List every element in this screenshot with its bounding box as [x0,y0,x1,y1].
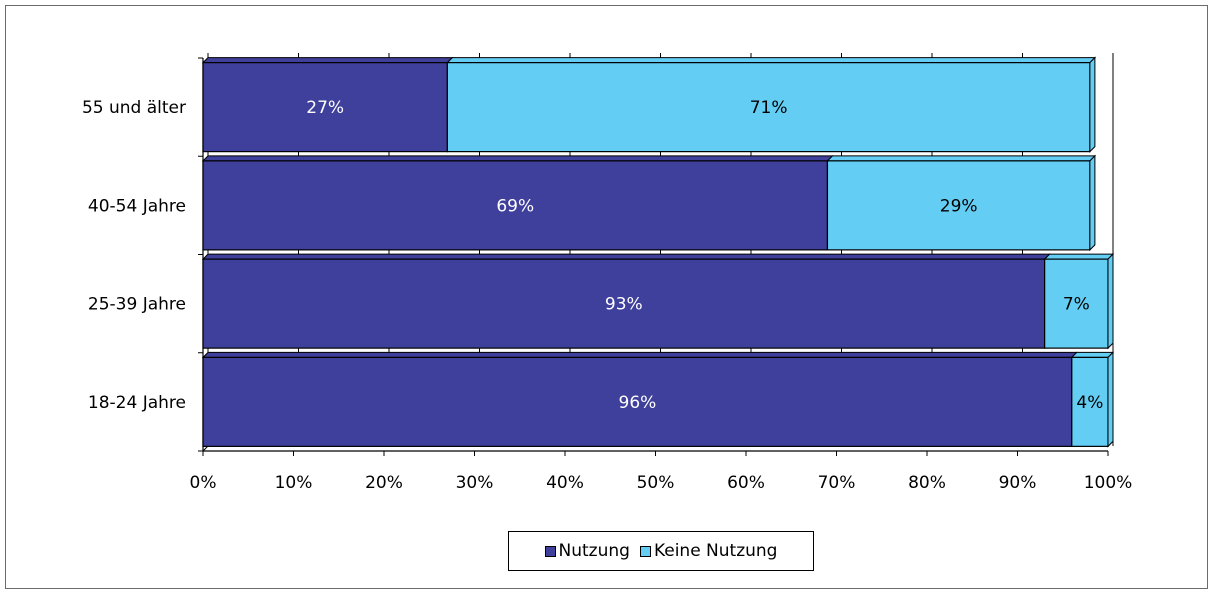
category-label: 55 und älter [82,98,186,118]
bars [201,56,1115,448]
data-label: 29% [940,196,978,216]
data-label: 71% [750,98,788,118]
legend-item-nutzung: Nutzung [544,541,630,561]
x-tick-label: 60% [727,473,765,493]
x-tick-label: 30% [456,473,494,493]
bar-nutzung-25-39-jahre [202,258,1046,349]
x-tick-label: 100% [1084,473,1133,493]
x-tick-label: 50% [637,473,675,493]
legend: Nutzung Keine Nutzung [508,531,814,571]
x-tick-label: 0% [190,473,217,493]
x-tick-label: 70% [818,473,856,493]
bar-side [1089,56,1096,153]
x-tick-label: 90% [999,473,1037,493]
data-label: 4% [1076,393,1103,413]
bar-top [1070,351,1115,358]
legend-swatch-nutzung [544,545,556,557]
legend-label-nutzung: Nutzung [558,541,630,561]
bar-top [201,351,1079,358]
x-tick-label: 20% [365,473,403,493]
bar-top [1043,253,1115,260]
bar-nutzung-40-54-jahre [202,160,829,251]
data-label: 93% [605,295,643,315]
legend-item-keine-nutzung: Keine Nutzung [639,541,778,561]
data-label: 96% [619,393,657,413]
x-tick-label: 10% [275,473,313,493]
x-tick-label: 80% [908,473,946,493]
category-label: 40-54 Jahre [88,196,186,216]
category-label: 18-24 Jahre [88,393,186,413]
data-label: 69% [496,196,534,216]
data-label: 7% [1063,295,1090,315]
bar-top [201,57,454,64]
bar-keine-nutzung-55-und-lter [446,62,1091,153]
legend-label-keine-nutzung: Keine Nutzung [653,541,778,561]
bar-side [1089,154,1096,252]
x-tick-label: 40% [546,473,584,493]
bar-nutzung-18-24-jahre [202,356,1073,447]
bar-side [1107,351,1114,448]
data-label: 27% [306,98,344,118]
bar-keine-nutzung-18-24-jahre [1071,356,1109,447]
labels: 27% 71% 55 und älter 69% 29% 40-54 Jahre 93% 7%… [82,98,1103,413]
bar-top [201,155,834,162]
bar-nutzung-55-und-lter [202,62,448,153]
bar-top [826,155,1097,162]
bar-top [446,57,1097,64]
legend-swatch-keine-nutzung [639,545,651,557]
bar-keine-nutzung-25-39-jahre [1044,258,1109,349]
bar-top [201,253,1051,260]
category-label: 25-39 Jahre [88,295,186,315]
bar-side [1107,252,1114,350]
